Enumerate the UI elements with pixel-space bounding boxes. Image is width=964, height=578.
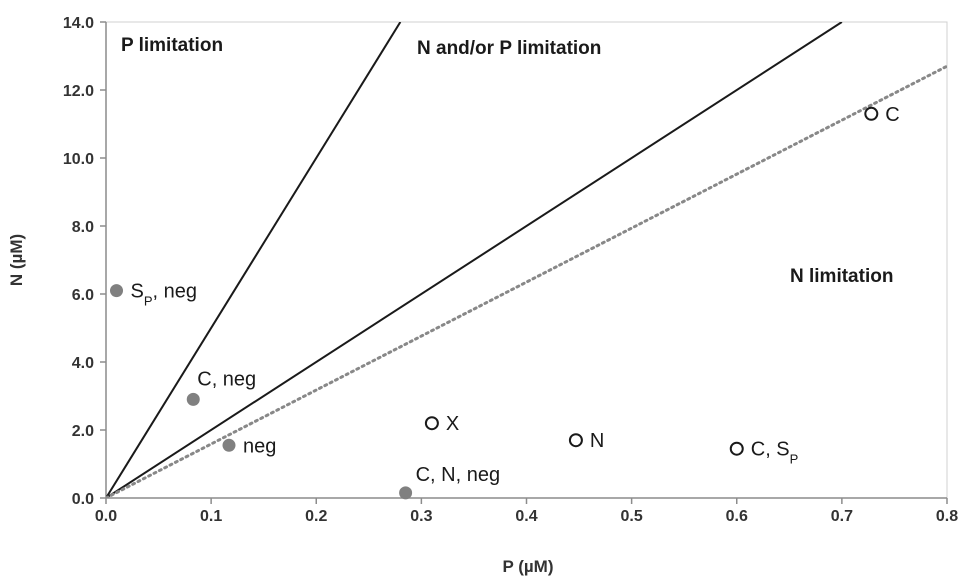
x-tick-label: 0.6 xyxy=(726,508,748,525)
y-axis-title: N (µM) xyxy=(7,234,26,286)
y-tick-label: 12.0 xyxy=(63,83,94,100)
reference-line-1 xyxy=(106,22,402,498)
data-point-label: C, N, neg xyxy=(416,464,500,486)
reference-line-2 xyxy=(106,22,843,498)
data-point-filled xyxy=(186,392,200,406)
x-tick-label: 0.5 xyxy=(621,508,643,525)
x-tick-label: 0.1 xyxy=(200,508,222,525)
data-point-label: X xyxy=(446,413,459,435)
data-point-label: N xyxy=(590,430,604,452)
data-point-open xyxy=(424,416,439,431)
y-tick-label: 14.0 xyxy=(63,15,94,32)
y-tick-label: 8.0 xyxy=(72,219,94,236)
y-tick-label: 6.0 xyxy=(72,287,94,304)
plot-frame xyxy=(105,21,948,499)
y-tick-label: 0.0 xyxy=(72,491,94,508)
x-axis-title: P (µM) xyxy=(502,557,553,576)
region-label-n-and-or-p-limitation: N and/or P limitation xyxy=(417,38,601,59)
x-tick-label: 0.7 xyxy=(831,508,853,525)
axes: 0.0 0.1 0.2 0.3 0.4 0.5 0.6 0.7 0.8 0.0 2.0 4.0 6.0 8… xyxy=(63,15,958,525)
data-point-label: C, neg xyxy=(197,368,256,390)
data-point-open xyxy=(729,441,744,456)
data-point-open xyxy=(568,433,583,448)
data-point-label: C, SP xyxy=(751,439,799,467)
data-point-filled xyxy=(399,486,413,500)
data-point-filled xyxy=(110,284,124,298)
reference-lines xyxy=(106,22,947,498)
y-tick-label: 4.0 xyxy=(72,355,94,372)
y-tick-label: 2.0 xyxy=(72,423,94,440)
data-points xyxy=(110,106,879,500)
x-tick-label: 0.2 xyxy=(305,508,327,525)
data-point-label: neg xyxy=(243,435,276,457)
data-point-open xyxy=(864,106,879,121)
data-point-label: C xyxy=(885,104,899,126)
x-tick-label: 0.0 xyxy=(95,508,117,525)
reference-line-3 xyxy=(106,64,947,498)
x-tick-label: 0.8 xyxy=(936,508,958,525)
x-tick-label: 0.4 xyxy=(515,508,537,525)
x-tick-label: 0.3 xyxy=(410,508,432,525)
y-tick-label: 10.0 xyxy=(63,151,94,168)
region-label-p-limitation: P limitation xyxy=(121,35,223,56)
data-point-label: SP, neg xyxy=(131,281,198,309)
data-point-filled xyxy=(222,438,236,452)
region-label-n-limitation: N limitation xyxy=(790,266,893,287)
labels: P limitation N and/or P limitation N lim… xyxy=(7,35,900,576)
